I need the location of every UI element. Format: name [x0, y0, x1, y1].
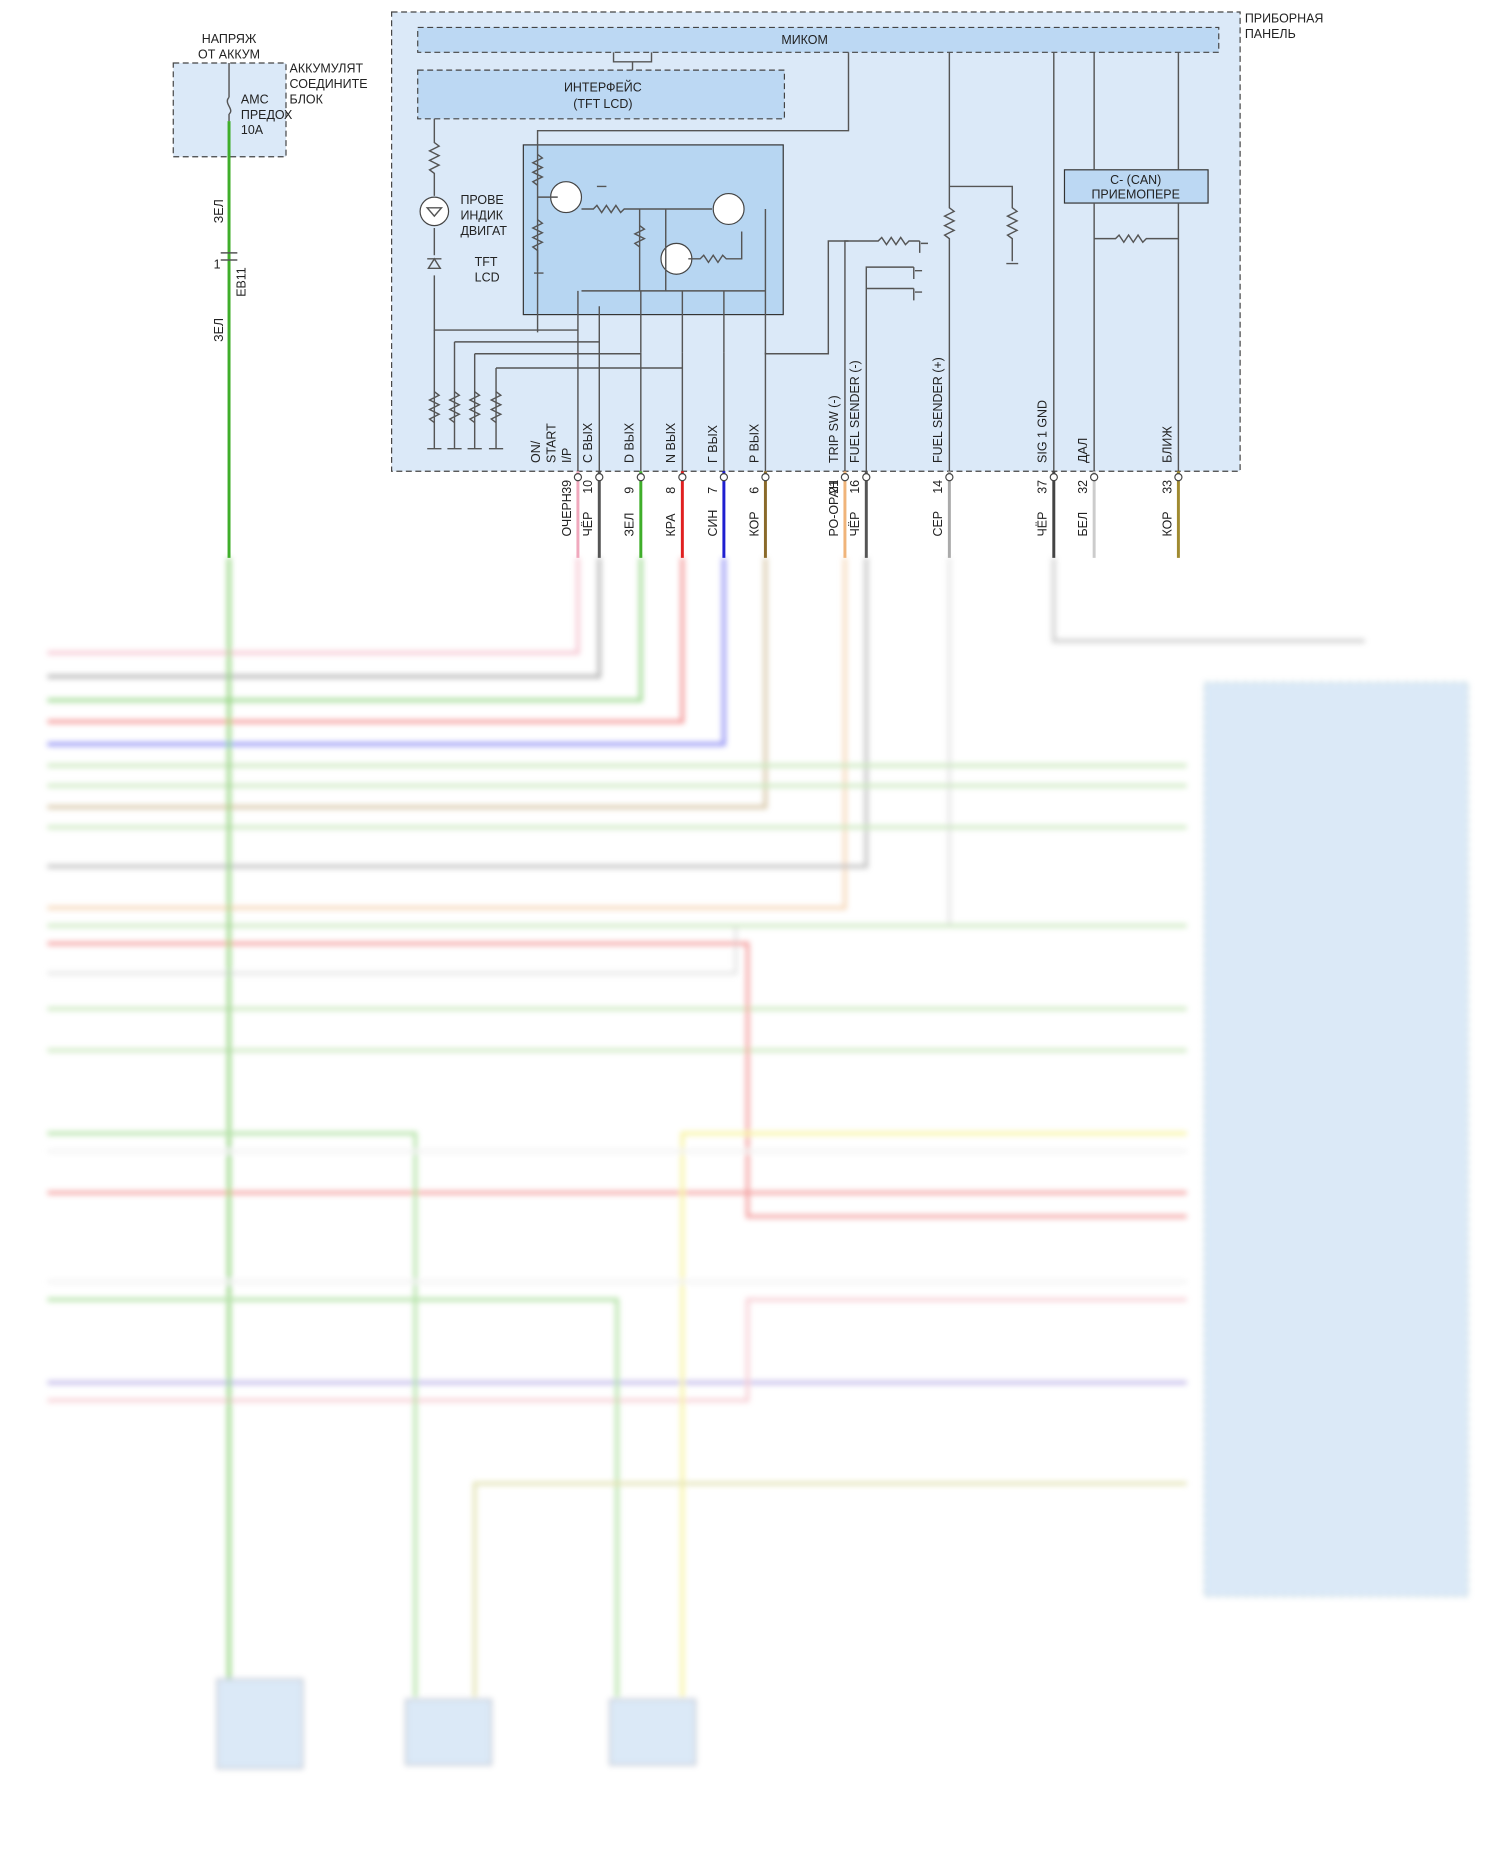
pin-number: 6	[747, 487, 761, 494]
pin-terminal	[595, 473, 604, 482]
fuse-block-label: БЛОК	[290, 92, 324, 106]
wire-color: ЗЕЛ	[212, 199, 226, 223]
pin-number: 32	[1076, 480, 1090, 494]
pin-terminal	[678, 473, 687, 482]
pin-signal: START	[544, 423, 558, 463]
pin-signal: I/P	[560, 448, 574, 463]
pin-terminal	[761, 473, 770, 482]
micom-box	[417, 26, 1220, 53]
wire-color: КОР	[1160, 511, 1174, 536]
pin-number: 10	[581, 480, 595, 494]
pin-signal: Г ВЫХ	[706, 424, 720, 463]
fuse-label: 10A	[241, 123, 264, 137]
power-label: НАПРЯЖ	[202, 32, 257, 46]
pin-terminal	[573, 473, 583, 482]
wire-color: ЗЕЛ	[623, 512, 637, 536]
pin-terminal	[1049, 473, 1058, 482]
pin-terminal	[1089, 473, 1099, 482]
pin-number: 8	[664, 487, 678, 494]
connector-pin: 1	[214, 257, 221, 271]
lamp-label: ИНДИК	[460, 209, 503, 223]
wire-color: ОЧЕРН	[560, 493, 574, 536]
pin-terminal	[862, 473, 871, 482]
blurred-area	[47, 557, 1469, 1769]
connector	[220, 252, 238, 261]
wire-color: ЗЕЛ	[212, 318, 226, 342]
lamp-label: ДВИГАТ	[460, 224, 507, 238]
fuse-block-label: АККУМУЛЯТ	[290, 62, 364, 76]
tft-label: TFT	[475, 255, 498, 269]
pin-number: 16	[848, 480, 862, 494]
can-label: C- (CAN)	[1110, 173, 1161, 187]
pin-signal: ДАЛ	[1076, 438, 1090, 463]
pin-number: 21	[827, 480, 841, 494]
pin-terminal	[719, 473, 729, 482]
pin-number: 37	[1036, 480, 1050, 494]
pin-terminal	[840, 473, 850, 482]
fuse-label: AMC	[241, 92, 269, 106]
panel-label: ПАНЕЛЬ	[1245, 27, 1296, 41]
interface-label: ИНТЕРФЕЙС	[564, 79, 642, 94]
pin-signal: D ВЫХ	[623, 422, 637, 463]
wire-color: СЕР	[931, 511, 945, 537]
pin-number: 33	[1160, 480, 1174, 494]
circuit	[419, 52, 1180, 472]
pin-number: 9	[623, 487, 637, 494]
driver-box	[522, 144, 784, 316]
connector-label: EB11	[235, 267, 249, 297]
can-box	[1063, 169, 1209, 204]
interface-label: (TFT LCD)	[573, 97, 632, 111]
pin-signal: БЛИЖ	[1160, 426, 1174, 463]
pin-number: 7	[706, 487, 720, 494]
wire-color: СИН	[706, 510, 720, 537]
pin-signal: ON/	[529, 440, 543, 463]
pin-signal: FUEL SENDER (+)	[931, 357, 945, 463]
interface-box	[417, 69, 786, 120]
wire-color: РО-ОРАН	[827, 480, 841, 536]
lamp-label: ПРОВЕ	[460, 193, 503, 207]
power-label: ОТ АККУМ	[198, 47, 260, 61]
pin-signal: TRIP SW (-)	[827, 395, 841, 463]
fuse-block-label: СОЕДИНИТЕ	[290, 77, 368, 91]
wire-color: ЧЁР	[581, 512, 595, 537]
fuse-label: ПРЕДОХ	[241, 108, 293, 122]
wire-color: ЧЁР	[1036, 512, 1050, 537]
pin-terminal	[636, 473, 645, 482]
pin-terminal	[945, 473, 954, 482]
pin-signal: P ВЫХ	[747, 423, 761, 463]
pin-signal: FUEL SENDER (-)	[848, 360, 862, 463]
wire-color: КОР	[747, 511, 761, 536]
fuse	[226, 63, 232, 122]
pin-signal: C ВЫХ	[581, 422, 595, 463]
can-label: ПРИЕМОПЕРЕ	[1091, 187, 1179, 201]
tft-label: LCD	[475, 270, 500, 284]
panel-label: ПРИБОРНАЯ	[1245, 12, 1324, 26]
wire-color: ЧЁР	[848, 512, 862, 537]
micom-label: МИКОМ	[781, 33, 828, 47]
wire-color: БЕЛ	[1076, 512, 1090, 537]
wire-color: КРА	[664, 513, 678, 537]
pin-number: 14	[931, 480, 945, 494]
pin-signal: SIG 1 GND	[1036, 400, 1050, 463]
pin-signal: N ВЫХ	[664, 422, 678, 463]
pin-terminal	[1174, 473, 1183, 482]
pin-number: 39	[560, 480, 574, 494]
